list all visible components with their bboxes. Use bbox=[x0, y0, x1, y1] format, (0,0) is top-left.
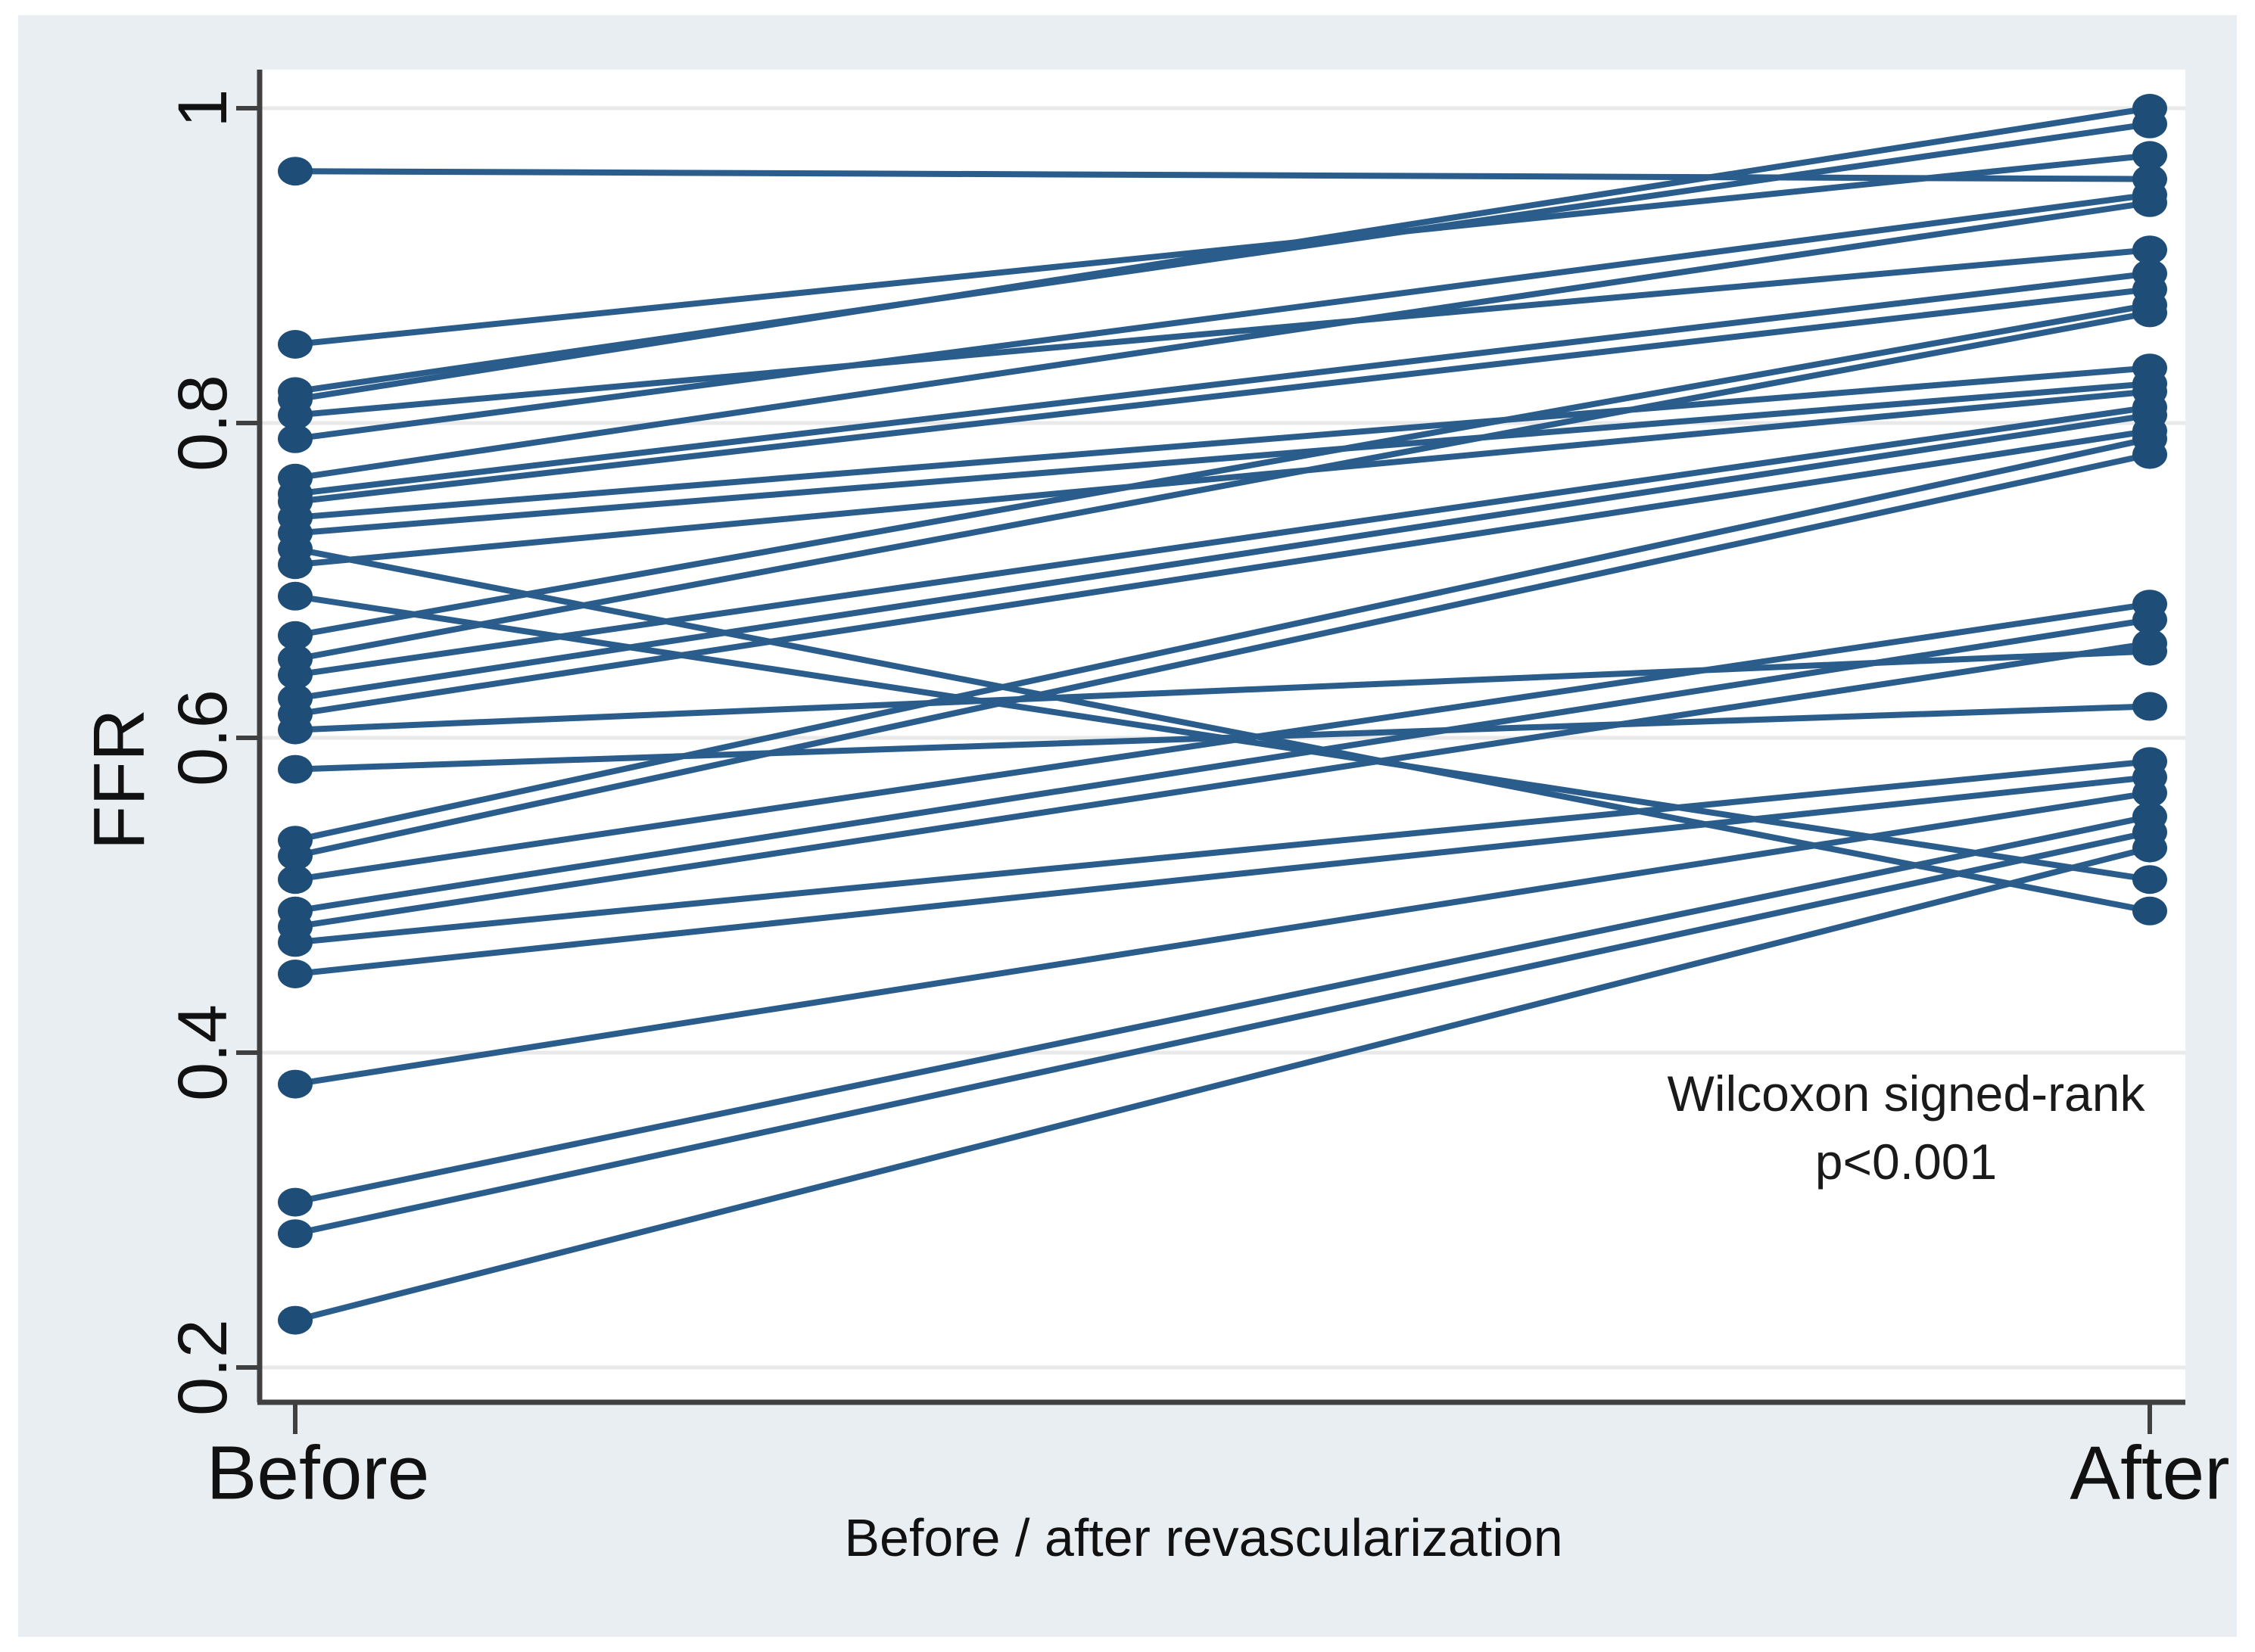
pair-line bbox=[292, 152, 2153, 347]
point-before bbox=[278, 842, 313, 870]
slope-chart: 1 0.8 0.6 0.4 0.2 bbox=[164, 70, 2185, 1434]
y-tick-label: 0.2 bbox=[164, 1319, 241, 1416]
pair-line bbox=[292, 451, 2153, 859]
point-before bbox=[278, 754, 313, 784]
point-before bbox=[278, 660, 313, 689]
pair-line bbox=[292, 302, 2153, 639]
y-tick-label: 0.4 bbox=[164, 1004, 241, 1101]
pair-line bbox=[292, 435, 2153, 844]
pair-line bbox=[292, 845, 2153, 1324]
pair-line bbox=[292, 428, 2153, 717]
point-after bbox=[2132, 141, 2167, 170]
point-after bbox=[2132, 865, 2167, 894]
point-before bbox=[278, 960, 313, 988]
pair-line bbox=[292, 381, 2153, 537]
pair-line bbox=[292, 601, 2153, 883]
point-after bbox=[2132, 778, 2167, 807]
annotation-test-name: Wilcoxon signed-rank bbox=[1667, 1066, 2145, 1122]
point-after bbox=[2132, 896, 2167, 926]
pair-line bbox=[292, 270, 2153, 497]
point-after bbox=[2132, 188, 2167, 217]
x-category-after: After bbox=[2070, 1430, 2230, 1516]
pair-line bbox=[292, 703, 2153, 773]
point-after bbox=[2132, 235, 2167, 265]
point-before bbox=[278, 1069, 313, 1099]
point-before bbox=[278, 581, 313, 611]
x-category-before: Before bbox=[206, 1430, 430, 1516]
y-tick-label: 0.6 bbox=[164, 689, 241, 786]
point-after bbox=[2132, 692, 2167, 721]
point-before bbox=[278, 928, 313, 957]
pair-line bbox=[292, 546, 2153, 914]
y-tick-label: 1 bbox=[164, 89, 241, 127]
point-before bbox=[278, 715, 313, 745]
pair-line bbox=[292, 774, 2153, 977]
pair-line bbox=[292, 814, 2153, 1206]
point-before bbox=[278, 330, 313, 359]
annotation-p-value: p<0.001 bbox=[1814, 1134, 1998, 1190]
point-before bbox=[278, 400, 313, 430]
point-after bbox=[2132, 94, 2167, 123]
pair-line bbox=[292, 365, 2153, 521]
point-before bbox=[278, 1219, 313, 1249]
pair-line bbox=[292, 789, 2153, 1087]
point-before bbox=[278, 621, 313, 650]
point-after bbox=[2132, 833, 2167, 863]
point-after bbox=[2132, 298, 2167, 328]
pair-line bbox=[292, 199, 2153, 481]
pair-line bbox=[292, 640, 2153, 930]
pair-line bbox=[292, 310, 2153, 662]
pair-line bbox=[292, 388, 2153, 568]
x-axis-title: Before / after revascularization bbox=[844, 1508, 1563, 1567]
pair-line bbox=[292, 120, 2153, 395]
y-tick-label: 0.8 bbox=[164, 375, 241, 471]
pair-line bbox=[292, 404, 2153, 678]
chart-canvas: 1 0.8 0.6 0.4 0.2 FFR Before After Before / … bbox=[18, 15, 2237, 1637]
pair-line bbox=[292, 247, 2153, 418]
pair-line bbox=[292, 758, 2153, 946]
point-after bbox=[2132, 629, 2167, 658]
point-before bbox=[278, 157, 313, 186]
point-before bbox=[278, 1305, 313, 1335]
pair-line bbox=[292, 168, 2153, 182]
pair-line bbox=[292, 105, 2153, 403]
pair-line bbox=[292, 617, 2153, 914]
point-before bbox=[278, 1187, 313, 1217]
point-before bbox=[278, 424, 313, 453]
pair-line bbox=[292, 191, 2153, 442]
pair-line bbox=[292, 412, 2153, 702]
point-before bbox=[278, 865, 313, 894]
point-after bbox=[2132, 605, 2167, 634]
y-axis-title: FFR bbox=[79, 708, 160, 851]
point-after bbox=[2132, 440, 2167, 469]
pair-line bbox=[292, 648, 2153, 733]
pair-line bbox=[292, 829, 2153, 1237]
point-before bbox=[278, 550, 313, 580]
pair-line bbox=[292, 286, 2153, 505]
